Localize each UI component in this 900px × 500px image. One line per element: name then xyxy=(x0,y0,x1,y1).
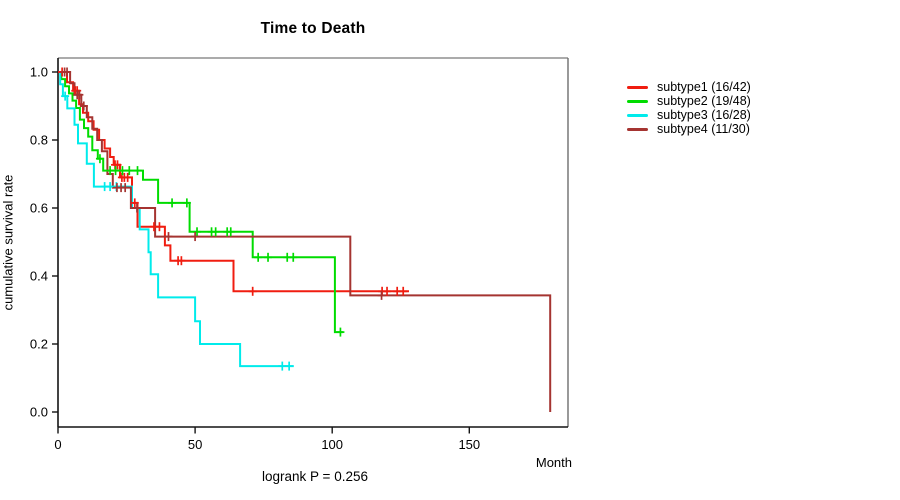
legend-label-subtype1: subtype1 (16/42) xyxy=(657,80,751,94)
svg-text:0: 0 xyxy=(54,437,61,452)
svg-text:150: 150 xyxy=(458,437,480,452)
legend-item-subtype3: subtype3 (16/28) xyxy=(627,108,751,122)
legend-item-subtype2: subtype2 (19/48) xyxy=(627,94,751,108)
svg-text:0.4: 0.4 xyxy=(30,269,48,284)
svg-text:0.8: 0.8 xyxy=(30,133,48,148)
svg-text:1.0: 1.0 xyxy=(30,65,48,80)
logrank-pvalue-note: logrank P = 0.256 xyxy=(262,469,368,484)
chart-title: Time to Death xyxy=(260,20,366,37)
legend-item-subtype4: subtype4 (11/30) xyxy=(627,122,751,136)
legend-label-subtype2: subtype2 (19/48) xyxy=(657,94,751,108)
svg-text:0.6: 0.6 xyxy=(30,201,48,216)
legend-label-subtype3: subtype3 (16/28) xyxy=(657,108,751,122)
svg-text:0.2: 0.2 xyxy=(30,337,48,352)
legend-line-swatch-subtype3 xyxy=(627,113,648,117)
legend: subtype1 (16/42) subtype2 (19/48) subtyp… xyxy=(627,80,751,136)
x-axis-title: Month xyxy=(535,455,572,470)
legend-line-swatch-subtype2 xyxy=(627,99,648,103)
svg-text:50: 50 xyxy=(188,437,202,452)
legend-line-swatch-subtype4 xyxy=(627,127,648,131)
legend-line-swatch-subtype1 xyxy=(627,85,648,89)
legend-item-subtype1: subtype1 (16/42) xyxy=(627,80,751,94)
svg-text:100: 100 xyxy=(321,437,343,452)
svg-text:0.0: 0.0 xyxy=(30,405,48,420)
legend-label-subtype4: subtype4 (11/30) xyxy=(657,122,750,136)
